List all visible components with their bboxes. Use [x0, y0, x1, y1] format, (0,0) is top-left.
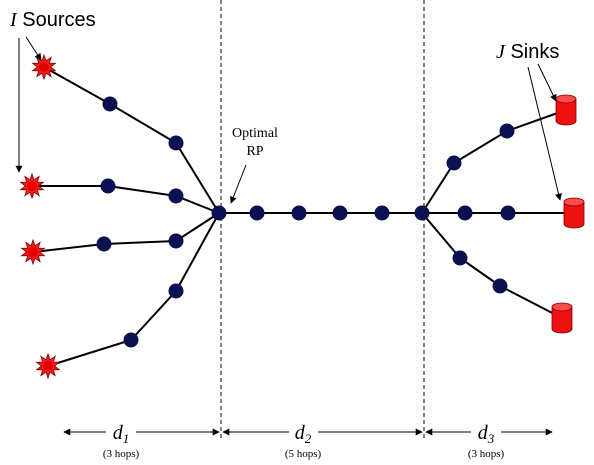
edge-path-source-4	[47, 212, 220, 367]
relay-node-14	[414, 205, 430, 221]
edge-path-sink-1	[421, 109, 567, 214]
relay-node-5	[96, 236, 112, 252]
segment-d1-label: d1	[113, 422, 130, 446]
sink-lid-1	[555, 94, 577, 104]
sink-body-3	[551, 306, 573, 334]
node-group	[96, 96, 516, 348]
starburst-source-icon-4	[35, 352, 61, 380]
relay-node-2	[168, 135, 184, 151]
sink-body-2	[563, 201, 585, 229]
segment-d1-hops: (3 hops)	[103, 448, 140, 460]
relay-node-4	[168, 188, 184, 204]
edge-path-source-3	[32, 212, 220, 253]
relay-node-16	[499, 123, 515, 139]
edge-path-sink-3	[421, 212, 563, 319]
relay-node-3	[100, 178, 116, 194]
relay-node-20	[492, 278, 508, 294]
relay-node-17	[457, 205, 473, 221]
segment-d1-sub: 1	[123, 431, 130, 446]
cylinder-sink-icon-3	[551, 302, 573, 334]
rp-arrow	[230, 164, 247, 204]
relay-node-13	[374, 205, 390, 221]
edge-path-source-2	[32, 185, 220, 214]
edge-path-source-1	[43, 66, 220, 214]
rp-label-line-2: RP	[246, 144, 263, 159]
sources-label: I Sources	[9, 9, 96, 31]
starburst-source-icon-3	[20, 238, 46, 266]
segment-d3-sub: 3	[487, 431, 495, 446]
segment-d2-hops: (5 hops)	[285, 448, 322, 460]
source-core-3	[28, 247, 38, 257]
starburst-source-icon-2	[19, 172, 45, 200]
sinks-word: Sinks	[505, 41, 559, 63]
relay-node-9	[211, 205, 227, 221]
segment-d2-label: d2	[295, 422, 312, 446]
segment-d2-var: d	[295, 422, 306, 444]
cylinder-sink-icon-1	[555, 94, 577, 126]
sinks-variable: J	[496, 41, 506, 63]
starburst-source-icon-1	[31, 53, 57, 81]
segment-d3-label: d3	[478, 422, 495, 446]
source-core-1	[39, 62, 49, 72]
segment-d1-var: d	[113, 422, 124, 444]
source-group	[19, 53, 61, 380]
source-core-2	[27, 181, 37, 191]
segment-d2-sub: 2	[305, 431, 312, 446]
segment-d3-hops: (3 hops)	[468, 448, 505, 460]
relay-node-6	[168, 233, 184, 249]
sources-arrow-1	[25, 36, 42, 61]
relay-node-18	[500, 205, 516, 221]
cylinder-sink-icon-2	[563, 197, 585, 229]
sink-body-1	[555, 98, 577, 126]
relay-node-11	[291, 205, 307, 221]
relay-node-15	[446, 155, 462, 171]
sink-lid-3	[551, 302, 573, 312]
sources-word: Sources	[17, 9, 96, 31]
sources-variable: I	[9, 9, 18, 31]
relay-node-1	[102, 96, 118, 112]
relay-node-12	[332, 205, 348, 221]
relay-node-19	[452, 250, 468, 266]
annotation-arrows	[15, 36, 562, 204]
source-core-4	[43, 361, 53, 371]
relay-node-7	[168, 283, 184, 299]
relay-node-8	[123, 332, 139, 348]
sinks-arrow-1	[537, 63, 557, 102]
sink-lid-2	[563, 197, 585, 207]
sinks-arrow-2	[527, 66, 562, 201]
rp-label-line-1: Optimal	[232, 126, 278, 141]
sinks-label: J Sinks	[496, 41, 559, 63]
relay-node-10	[249, 205, 265, 221]
sink-group	[551, 94, 585, 334]
segment-d3-var: d	[478, 422, 489, 444]
